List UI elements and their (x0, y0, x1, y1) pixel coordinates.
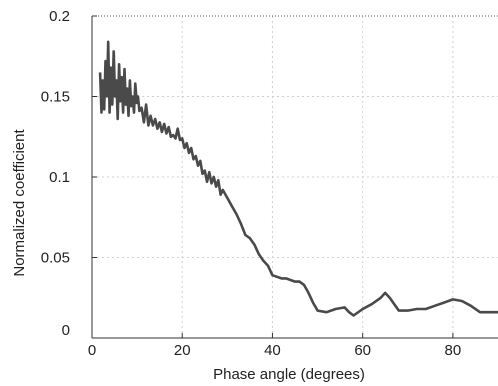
y-tick-label: 0 (62, 322, 70, 339)
y-tick-label: 0.05 (41, 250, 70, 267)
x-tick-label: 80 (445, 342, 462, 359)
y-tick-label: 0.15 (41, 89, 70, 106)
grid-lines (92, 16, 498, 338)
tick-labels: 0 20 40 60 80 0 0.05 0.1 0.15 0.2 (41, 8, 461, 359)
x-tick-label: 20 (174, 342, 191, 359)
x-tick-label: 40 (264, 342, 281, 359)
y-tick-label: 0.2 (49, 8, 70, 25)
series-line (98, 40, 498, 317)
plot-frame (91, 15, 498, 339)
x-tick-label: 60 (354, 342, 371, 359)
y-axis-title: Normalized coefficient (11, 129, 28, 277)
y-tick-label: 0.1 (49, 169, 70, 186)
x-axis-title: Phase angle (degrees) (213, 366, 365, 383)
x-tick-label: 0 (88, 342, 96, 359)
series-layer (98, 40, 498, 317)
